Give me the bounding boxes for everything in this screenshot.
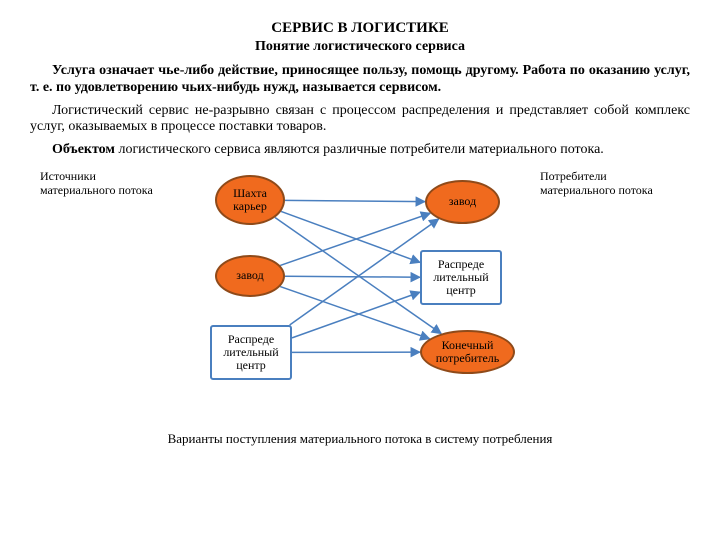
para3-rest: логистического сервиса являются различны…: [115, 142, 604, 157]
definition-rest: означает чье-либо действие, приносящее п…: [30, 63, 690, 95]
edges-layer: [40, 165, 680, 425]
edge-n2-n6: [280, 287, 429, 339]
diagram-caption: Варианты поступления материального поток…: [30, 431, 690, 447]
definition-paragraph: Услуга означает чье-либо действие, прино…: [30, 63, 690, 97]
node-n4: завод: [425, 180, 500, 224]
node-n3: Распреде лительный центр: [210, 325, 292, 380]
node-n6: Конечный потребитель: [420, 330, 515, 374]
paragraph-2: Логистический сервис не-разрывно связан …: [30, 103, 690, 137]
definition-lead: Услуга: [52, 63, 95, 78]
page-subtitle: Понятие логистического сервиса: [30, 39, 690, 55]
para3-bold: Объектом: [52, 142, 115, 157]
edge-n2-n5: [285, 276, 420, 277]
flow-diagram: Источники материального потока Потребите…: [40, 165, 680, 425]
page-title: СЕРВИС В ЛОГИСТИКЕ: [30, 20, 690, 37]
node-n2: завод: [215, 255, 285, 297]
edge-n3-n4: [290, 219, 439, 325]
edge-n1-n4: [285, 200, 425, 201]
node-n1: Шахта карьер: [215, 175, 285, 225]
node-n5: Распреде лительный центр: [420, 250, 502, 305]
paragraph-3: Объектом логистического сервиса являются…: [30, 142, 690, 159]
edge-n3-n5: [292, 292, 420, 338]
